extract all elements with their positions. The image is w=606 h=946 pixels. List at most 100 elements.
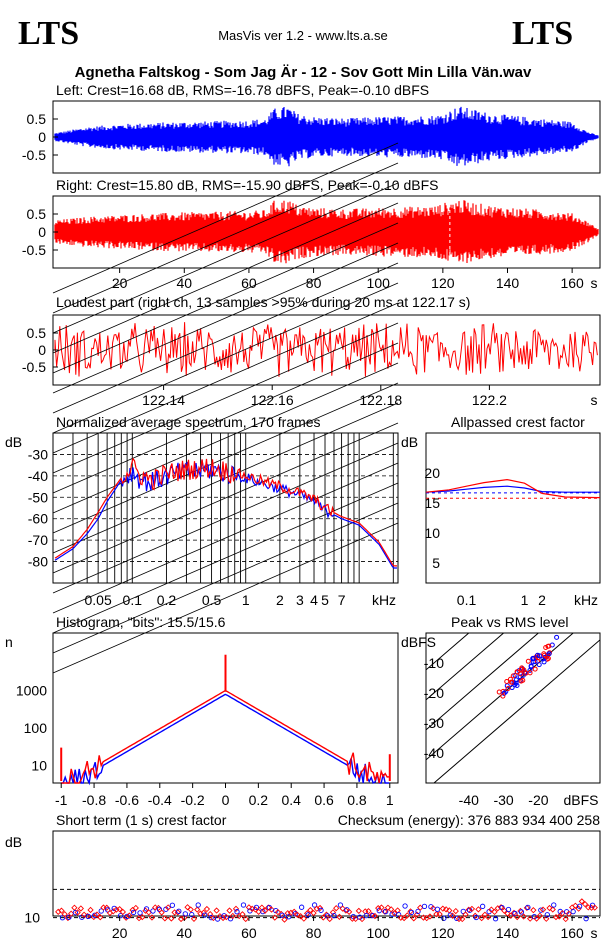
peak-rms-point xyxy=(513,677,519,683)
histogram-x-tick-label: 0.2 xyxy=(249,792,269,808)
short-crest-point-L xyxy=(279,912,285,918)
short-crest-point-R xyxy=(546,904,553,912)
short-crest-point-L xyxy=(240,902,247,908)
spectrum-slope-line xyxy=(52,402,399,554)
loud-y-tick-label: 0 xyxy=(38,342,46,358)
spectrum-y-tick-label: -40 xyxy=(28,468,48,484)
peak-rms-point xyxy=(527,667,533,673)
short-crest-point-R xyxy=(478,915,485,922)
allpass-y-tick-label: 20 xyxy=(424,465,440,481)
short-crest-point-R xyxy=(407,908,414,915)
peak-rms-y-tick-label: -30 xyxy=(424,715,444,731)
right-waveform xyxy=(54,198,599,266)
short-crest-point-R xyxy=(242,915,249,923)
short-crest-point-L xyxy=(111,905,117,912)
peak-rms-crest-line xyxy=(433,639,600,783)
short-crest-point-R xyxy=(491,908,498,916)
short-crest-point-R xyxy=(459,915,466,923)
short-crest-point-R xyxy=(271,914,278,921)
spectrum-x-tick-label: 0.05 xyxy=(85,592,112,608)
short-crest-point-R xyxy=(391,910,398,917)
peak-rms-point xyxy=(496,689,502,695)
short-crest-point-R xyxy=(552,913,560,921)
short-crest-point-R xyxy=(268,906,275,913)
short-crest-point-R xyxy=(74,909,81,916)
time-tick-label: 140 xyxy=(496,275,520,291)
wave-y-tick-label: 0.5 xyxy=(27,111,47,127)
loudest-trace xyxy=(54,322,598,377)
short-crest-point-R xyxy=(572,902,579,909)
short-crest-point-L xyxy=(311,902,318,908)
short-crest-point-R xyxy=(426,913,434,920)
spectrum-slope-line xyxy=(52,322,399,474)
short-crest-point-R xyxy=(575,905,582,912)
short-crest-point-R xyxy=(87,906,94,914)
spectrum-x-tick-label: 0.1 xyxy=(123,592,143,608)
histogram-trace xyxy=(61,689,390,784)
peak-rms-crest-line xyxy=(426,633,540,731)
short-crest-y-unit: dB xyxy=(5,834,22,850)
peak-rms-y-tick-label: -20 xyxy=(424,685,444,701)
loud-x-tick-label: 122.18 xyxy=(359,392,402,408)
peak-rms-point xyxy=(525,658,531,664)
spectrum-y-tick-label: -80 xyxy=(28,554,48,570)
spectrum-x-tick-label: 7 xyxy=(338,592,346,608)
peak-rms-x-tick-label: -40 xyxy=(459,792,479,808)
allpass-title: Allpassed crest factor xyxy=(451,414,585,430)
short-crest-point-L xyxy=(454,915,460,922)
short-crest-point-R xyxy=(591,904,598,911)
peak-rms-point xyxy=(536,662,542,668)
peak-rms-point xyxy=(532,659,538,665)
peak-rms-point xyxy=(541,659,547,665)
peak-rms-point xyxy=(541,652,547,658)
short-crest-point-L xyxy=(421,903,428,910)
short-crest-point-L xyxy=(253,904,260,910)
spectrum-slope-line xyxy=(52,422,399,574)
peak-rms-point xyxy=(517,674,523,680)
histogram-title: Histogram, "bits": 15.5/15.6 xyxy=(56,614,226,630)
short-crest-point-L xyxy=(137,910,143,916)
peak-rms-point xyxy=(527,670,533,676)
spectrum-plot xyxy=(52,142,399,674)
short-crest-point-R xyxy=(61,911,68,918)
short-crest-point-R xyxy=(352,915,359,923)
short-crest-point-L xyxy=(570,908,576,915)
short-crest-point-L xyxy=(447,912,453,918)
spectrum-frame xyxy=(52,432,399,584)
allpass-frame xyxy=(425,432,601,584)
spectrum-slope-line xyxy=(52,302,399,454)
short-crest-point-R xyxy=(345,908,353,915)
short-crest-point-R xyxy=(255,908,262,915)
short-crest-point-R xyxy=(517,907,524,915)
short-crest-point-R xyxy=(139,913,146,921)
short-crest-point-L xyxy=(234,909,240,915)
short-crest-point-R xyxy=(210,914,217,922)
short-crest-point-R xyxy=(514,913,521,921)
short-crest-point-R xyxy=(549,906,556,913)
short-crest-point-R xyxy=(164,904,172,911)
short-crest-point-L xyxy=(512,910,518,917)
short-crest-point-L xyxy=(538,907,544,913)
short-crest-point-L xyxy=(202,912,208,918)
short-crest-x-tick-label: 80 xyxy=(306,925,322,941)
short-crest-point-R xyxy=(64,914,72,922)
short-crest-point-L xyxy=(59,915,66,921)
short-crest-point-L xyxy=(383,909,389,915)
spectrum-slope-line xyxy=(52,142,399,294)
short-crest-point-L xyxy=(389,911,395,917)
short-crest-point-R xyxy=(265,904,272,911)
peak-rms-point xyxy=(510,673,516,679)
spectrum-y-tick-label: -50 xyxy=(28,489,48,505)
short-crest-point-R xyxy=(274,908,282,916)
short-crest-point-L xyxy=(169,902,176,908)
short-crest-point-R xyxy=(307,906,314,914)
wave-y-tick-label: 0 xyxy=(38,224,46,240)
short-crest-point-R xyxy=(294,911,301,918)
short-crest-point-L xyxy=(551,902,557,908)
axis-ticks: 0.50-0.50.50-0.520 40 60 80 100 120 140 160 s0.5… xyxy=(5,111,599,941)
short-crest-point-L xyxy=(492,916,499,922)
short-crest-point-L xyxy=(150,908,156,914)
short-crest-point-R xyxy=(562,915,569,923)
short-crest-point-L xyxy=(305,912,311,918)
